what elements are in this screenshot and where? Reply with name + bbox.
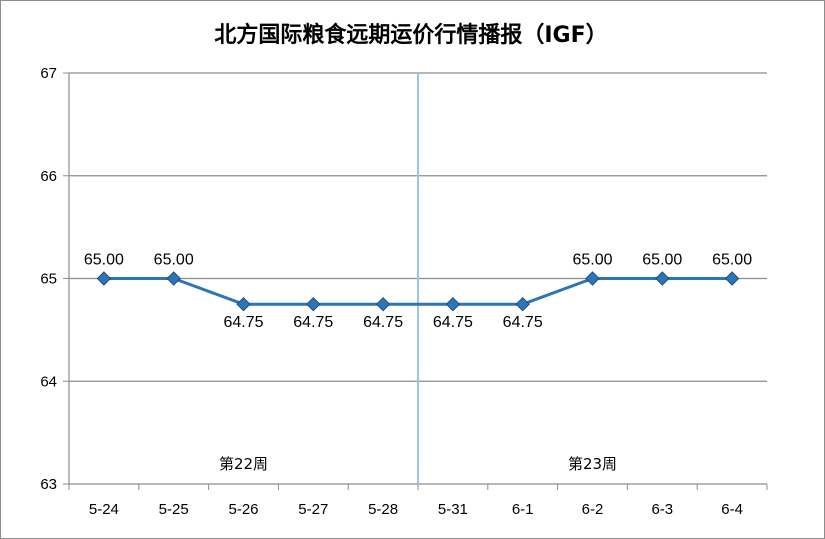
data-point [724,271,740,286]
data-label: 64.75 [503,314,543,331]
data-point [445,296,461,312]
data-label: 65.00 [642,252,682,269]
y-tick-label: 63 [40,476,57,493]
y-tick-label: 64 [40,373,57,390]
data-label: 65.00 [84,252,124,269]
data-point [375,296,391,312]
y-tick-label: 65 [40,271,57,288]
axes: 63 64 65 66 67 5-24 5-25 5-26 5-27 5-28 5-31 6-1 6-2… [40,65,768,518]
data-label: 65.00 [572,252,612,269]
data-label: 65.00 [712,252,752,269]
x-tick-label: 6-3 [651,501,673,518]
x-tick-label: 6-4 [721,501,743,518]
data-label: 64.75 [363,314,403,331]
series-group [96,271,740,312]
series-line [103,277,733,306]
data-label: 65.00 [154,252,194,269]
x-tick-label: 5-31 [438,501,468,518]
labels-group: 第22周 第23周 65.00 65.00 64.75 64.75 64.75 64.75 64… [84,252,752,474]
x-tick-label: 5-26 [228,501,258,518]
data-point [515,296,530,312]
data-label: 64.75 [293,314,333,331]
x-tick-label: 5-25 [159,501,189,518]
y-tick-label: 67 [40,65,57,82]
x-tick-label: 6-1 [512,501,534,518]
data-point [236,296,251,312]
data-point [306,296,321,312]
data-point [585,271,600,286]
week-label: 第23周 [568,455,617,473]
data-label: 64.75 [223,314,263,331]
week-label: 第22周 [219,455,268,473]
data-point [166,271,181,286]
x-tick-label: 5-27 [298,501,328,518]
data-point [655,271,670,286]
chart-title: 北方国际粮食远期运价行情播报（IGF） [214,22,607,48]
y-tick-label: 66 [40,168,57,185]
x-tick-label: 5-24 [89,501,119,518]
data-point [96,271,112,286]
x-tick-label: 6-2 [582,501,604,518]
x-tick-label: 5-28 [368,501,398,518]
data-label: 64.75 [433,314,473,331]
